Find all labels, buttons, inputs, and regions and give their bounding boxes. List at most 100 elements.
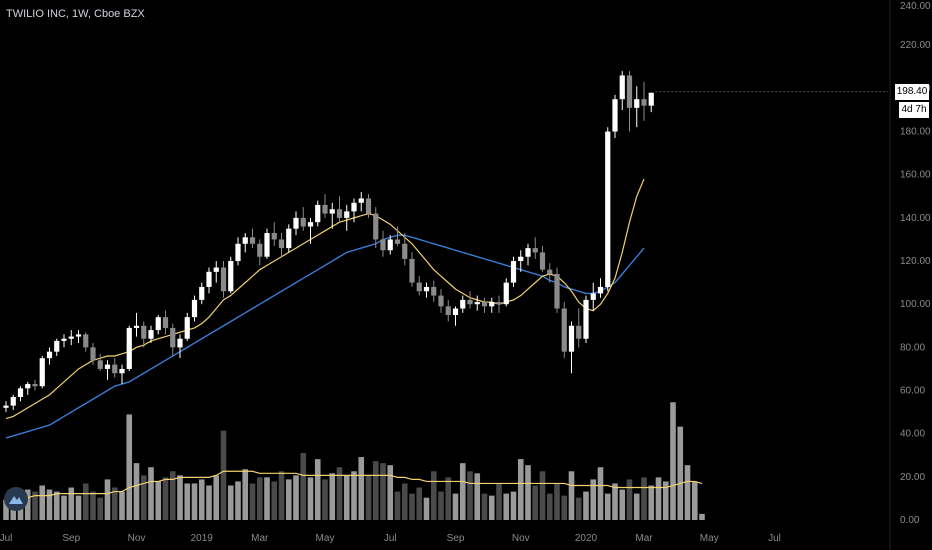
volume-bar [184,483,191,520]
volume-bar [612,483,618,520]
candle-body [380,239,386,251]
volume-bar [82,483,89,520]
x-axis-tick-label: Jul [768,533,781,544]
candle-body [423,286,430,292]
candle-body [133,325,140,328]
candle-body [358,198,364,203]
volume-bar [133,463,140,520]
volume-bar [278,471,285,520]
y-axis-tick-label: 180.00 [900,127,931,138]
y-axis-tick-label: 40.00 [900,429,925,440]
tradingview-logo-icon[interactable] [4,487,28,511]
candle-body [162,317,169,328]
volume-bar [394,491,401,520]
candle-body [126,327,132,369]
volume-bar [662,481,669,520]
volume-bar [198,479,205,520]
bar-countdown-label: 4d 7h [898,100,930,119]
candle-body [329,209,335,214]
y-axis-tick-label: 160.00 [900,170,931,181]
candle-body [155,317,161,331]
candle-body [39,358,45,387]
candle-body [481,302,488,307]
y-axis-tick-label: 60.00 [900,386,925,397]
volume-bar [677,426,684,520]
volume-bar [111,487,118,520]
candle-body [220,267,227,292]
volume-bar [532,485,539,520]
candle-body [597,286,604,294]
x-axis-tick-label: Jul [384,533,397,544]
candle-body [141,325,147,339]
candle-body [409,258,415,283]
volume-bar [452,493,459,520]
candle-body [568,325,575,352]
candle-body [249,237,256,244]
candle-body [605,131,611,287]
volume-bar [459,463,466,520]
candle-body [467,299,473,305]
volume-bar [401,483,408,520]
volume-bar [358,457,365,520]
candle-body [199,286,205,300]
candle-body [576,325,582,339]
candle-body [634,99,640,108]
candle-body [97,360,103,369]
candle-body [554,273,560,309]
volume-bar [517,459,524,520]
y-axis-tick-label: 240.00 [900,1,931,12]
candle-body [61,338,67,341]
last-price-label: 198.40 [895,83,929,100]
y-axis-tick-label: 80.00 [900,342,925,353]
volume-bar [32,491,38,520]
volume-bar [691,481,698,520]
ma-short-line [5,178,645,420]
candle-body [228,261,234,292]
candle-body [119,368,125,374]
candle-body [561,308,567,352]
volume-bar [249,483,256,520]
candle-body [394,239,401,244]
candle-body [373,213,379,240]
volume-bar [597,467,604,520]
volume-bar [343,475,350,520]
volume-bar [619,489,626,520]
volume-bar [140,475,147,520]
volume-bar [90,491,96,520]
x-axis-tick-label: Nov [128,533,146,544]
x-axis-tick-label: Sep [447,533,465,544]
x-axis-tick-label: Mar [635,533,653,544]
volume-bar [380,463,386,520]
volume-bar [39,485,46,520]
candle-body [300,217,306,227]
volume-bar [648,485,655,520]
candle-body [503,282,509,305]
candle-body [626,75,633,108]
candle-body [10,396,16,406]
candle-body [532,248,538,253]
volume-bar [561,495,568,520]
volume-bar [467,471,473,520]
volume-bar [655,477,662,520]
volume-bar [242,469,249,520]
candle-body [344,211,350,218]
candle-body [32,384,38,387]
volume-bar [633,493,640,520]
y-axis-tick-label: 140.00 [900,213,931,224]
volume-bar [264,477,270,520]
candle-body [104,364,111,369]
candle-body [460,299,466,309]
volume-bar [699,513,705,520]
volume-bar [604,493,611,520]
y-axis-tick-label: 20.00 [900,472,925,483]
candle-body [264,232,270,257]
candle-body [547,269,553,274]
volume-bar [372,461,379,520]
volume-bar [206,485,212,520]
candle-body [271,232,277,240]
symbol-legend: TWILIO INC, 1W, Cboe BZX [6,8,145,20]
candle-body [402,243,408,259]
y-axis-tick-label: 220.00 [900,40,931,51]
volume-bar [423,497,430,520]
